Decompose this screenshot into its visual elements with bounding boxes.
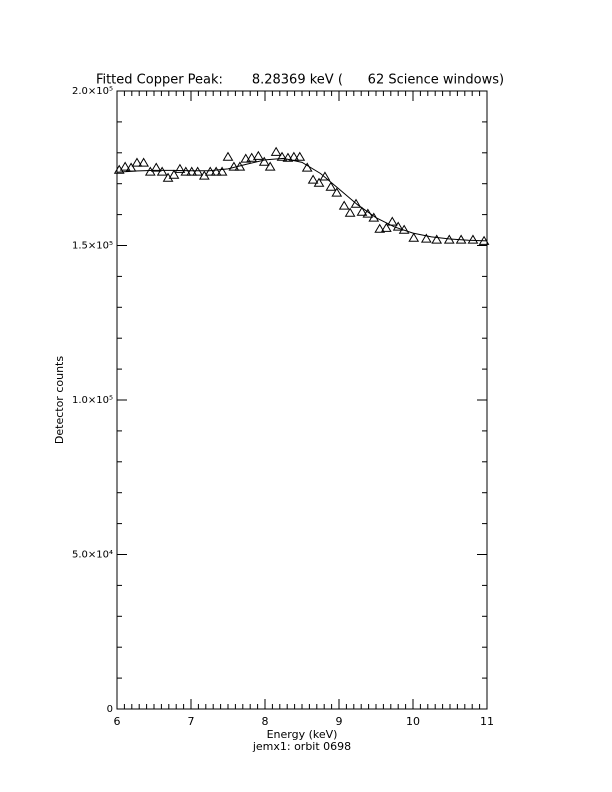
data-point bbox=[246, 152, 258, 162]
data-point bbox=[467, 234, 479, 244]
data-point bbox=[210, 166, 222, 176]
data-point bbox=[431, 234, 443, 244]
y-tick-label: 1.0×10⁵ bbox=[72, 395, 113, 406]
y-axis-label: Detector counts bbox=[53, 356, 66, 444]
data-point bbox=[150, 162, 162, 172]
data-point bbox=[180, 166, 192, 176]
x-tick-label: 11 bbox=[480, 715, 494, 728]
y-tick-label: 1.5×10⁵ bbox=[72, 241, 113, 252]
data-point bbox=[138, 157, 150, 167]
x-tick-label: 7 bbox=[188, 715, 195, 728]
data-point bbox=[270, 146, 282, 156]
data-point bbox=[313, 177, 325, 187]
data-point bbox=[119, 161, 131, 171]
fit-line bbox=[116, 157, 488, 242]
data-point bbox=[240, 153, 252, 163]
data-point bbox=[258, 156, 270, 166]
data-point bbox=[222, 151, 234, 161]
data-point bbox=[131, 157, 143, 167]
y-tick-label: 5.0×10⁴ bbox=[72, 550, 113, 561]
data-point bbox=[386, 216, 398, 226]
data-point bbox=[156, 166, 168, 176]
x-tick-label: 6 bbox=[114, 715, 121, 728]
data-point bbox=[319, 171, 331, 181]
data-point bbox=[374, 223, 386, 233]
chart-title: Fitted Copper Peak: 8.28369 keV ( 62 Sci… bbox=[96, 73, 504, 88]
data-point bbox=[186, 166, 198, 176]
data-point bbox=[216, 166, 228, 176]
x-axis-label: Energy (keV) bbox=[267, 728, 338, 741]
data-point bbox=[294, 151, 306, 161]
data-point bbox=[168, 169, 180, 179]
data-point bbox=[282, 152, 294, 162]
subtitle: jemx1: orbit 0698 bbox=[252, 740, 351, 753]
data-point bbox=[350, 198, 362, 208]
data-point bbox=[344, 207, 356, 217]
data-point bbox=[338, 200, 350, 210]
plot-frame bbox=[116, 90, 488, 710]
x-tick-label: 10 bbox=[406, 715, 420, 728]
x-tick-label: 9 bbox=[336, 715, 343, 728]
data-point bbox=[264, 161, 276, 171]
data-point bbox=[356, 206, 368, 216]
data-point bbox=[392, 221, 404, 231]
data-point bbox=[380, 222, 392, 232]
data-point bbox=[204, 166, 216, 176]
data-point bbox=[408, 232, 420, 242]
data-point bbox=[325, 181, 337, 191]
data-point bbox=[420, 233, 432, 243]
data-point bbox=[331, 187, 343, 197]
y-tick-label: 0 bbox=[107, 704, 113, 715]
data-point bbox=[307, 174, 319, 184]
data-point bbox=[276, 151, 288, 161]
y-tick-label: 2.0×10⁵ bbox=[72, 86, 113, 97]
data-point bbox=[192, 166, 204, 176]
x-tick-label: 8 bbox=[262, 715, 269, 728]
data-point bbox=[252, 150, 264, 160]
data-point bbox=[174, 163, 186, 173]
